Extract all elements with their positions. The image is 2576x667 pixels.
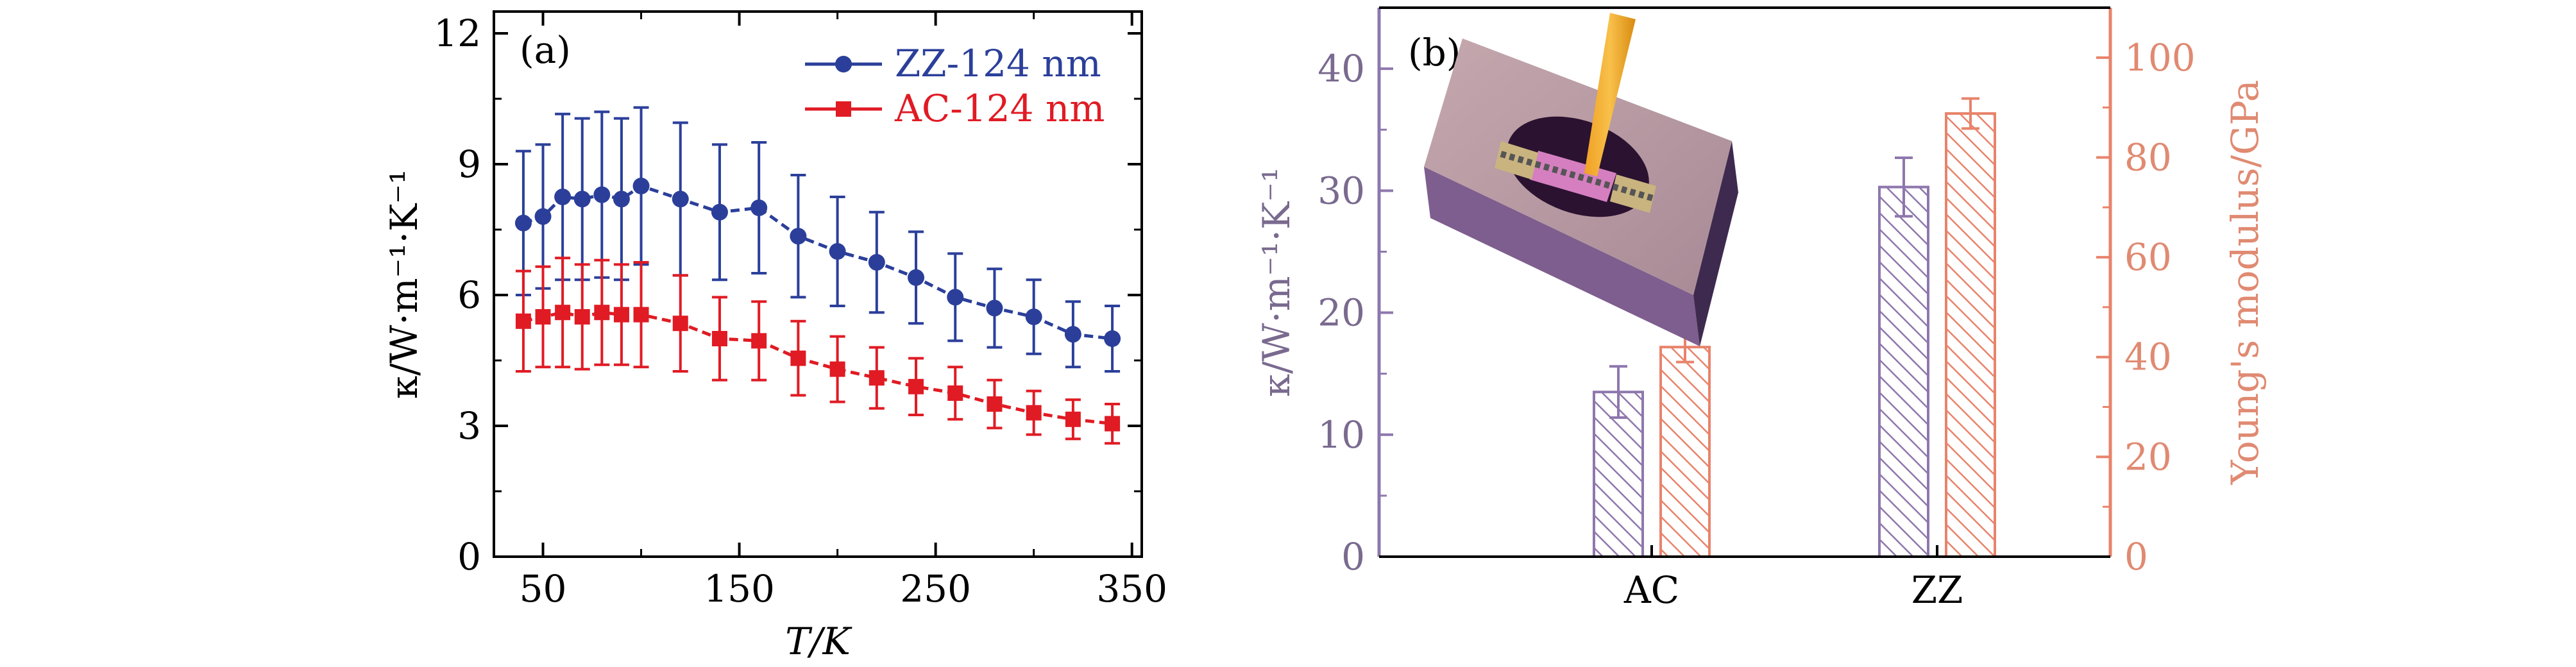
data-point [633,307,649,323]
data-point [573,190,591,208]
panel-b-chart: 0 10 20 30 40 0 20 40 60 80 100 AC ZZ (b) κ/W·m⁻¹·K⁻… [1255,6,2267,612]
panel-a-x-tick-label: 150 [704,567,775,611]
panel-a-x-tick-label: 50 [520,567,567,611]
panel-b-right-tick-label: 100 [2124,36,2196,80]
bar-zz-modulus [1945,112,1996,558]
data-point [1104,330,1121,347]
panel-a-y-tick-label: 0 [457,535,481,578]
data-point [987,396,1003,412]
data-point [554,189,572,205]
panel-b-ticks: 0 10 20 30 40 0 20 40 60 80 100 AC ZZ [1318,36,2196,612]
data-point [790,350,806,366]
panel-b-left-axis-label: κ/W·m⁻¹·K⁻¹ [1255,167,1298,397]
bar-zz-kappa [1878,185,1929,559]
panel-a-y-tick-label: 6 [457,273,481,317]
panel-b-bars [1593,97,1996,559]
data-point [908,269,925,286]
panel-a-x-tick-label: 250 [900,567,971,611]
data-point [593,186,611,203]
data-point [1026,405,1042,421]
data-point [574,309,590,325]
panel-a-y-tick-label: 9 [457,142,481,186]
data-point [1065,411,1081,427]
data-point [947,289,964,306]
data-point [750,199,768,216]
panel-a-plot-frame [493,10,1143,558]
panel-b-label: (b) [1408,31,1461,74]
panel-b-left-tick-label: 20 [1318,291,1365,335]
panel-b-right-tick-label: 60 [2124,235,2172,279]
panel-a-x-axis-label: T/K [785,620,852,663]
data-point [1064,326,1081,343]
data-point [594,305,610,321]
panel-b-right-tick-label: 0 [2124,535,2148,578]
data-point [672,190,689,208]
series-line-0 [523,184,1113,341]
legend-marker [835,56,852,72]
data-point [869,370,885,386]
panel-b-category-label: AC [1623,568,1679,612]
sample-schematic-inset [1424,13,1738,346]
data-point [1025,308,1042,325]
data-point [555,305,571,321]
panel-a-y-tick-label: 3 [457,404,481,448]
panel-b-left-tick-label: 30 [1318,169,1365,212]
legend-marker [836,101,851,117]
data-point [908,378,924,394]
data-point [613,307,629,323]
panel-b-left-tick-label: 40 [1318,47,1365,90]
bar-ac-modulus [1659,346,1711,558]
data-point [514,214,532,232]
data-point [947,385,963,401]
panel-b-category-label: ZZ [1911,568,1963,612]
bar-ac-kappa [1593,391,1644,558]
series-line-1 [523,310,1113,426]
panel-a-label: (a) [520,28,571,72]
data-point [515,313,531,329]
panel-a-x-tick-label: 350 [1096,567,1167,611]
data-point [1105,416,1121,432]
data-point [632,178,650,194]
data-point [672,316,688,332]
panel-b-left-tick-label: 10 [1318,413,1365,457]
data-point [829,361,845,377]
data-point [790,228,807,245]
data-point [751,333,767,349]
legend-label: AC-124 nm [894,87,1105,130]
data-point [868,254,885,271]
data-point [535,309,551,325]
panel-b-left-tick-label: 0 [1341,535,1365,578]
data-point [711,203,728,221]
data-point [613,190,630,208]
panel-b-right-tick-label: 40 [2124,335,2172,379]
panel-b-right-tick-label: 80 [2124,135,2172,179]
panel-a-series [514,106,1121,445]
panel-a-ticks: 50 150 250 350 0 3 6 9 12 [434,12,1167,611]
panel-a-y-axis-label: κ/W·m⁻¹·K⁻¹ [382,169,426,399]
panel-b-right-tick-label: 20 [2124,435,2172,478]
data-point [711,331,727,346]
panel-b-right-axis-label: Young's modulus/GPa [2223,80,2267,485]
data-point [829,243,846,260]
panel-a-y-tick-label: 12 [434,12,481,55]
legend-label: ZZ-124 nm [895,42,1101,85]
data-point [534,208,552,225]
data-point [986,300,1003,317]
